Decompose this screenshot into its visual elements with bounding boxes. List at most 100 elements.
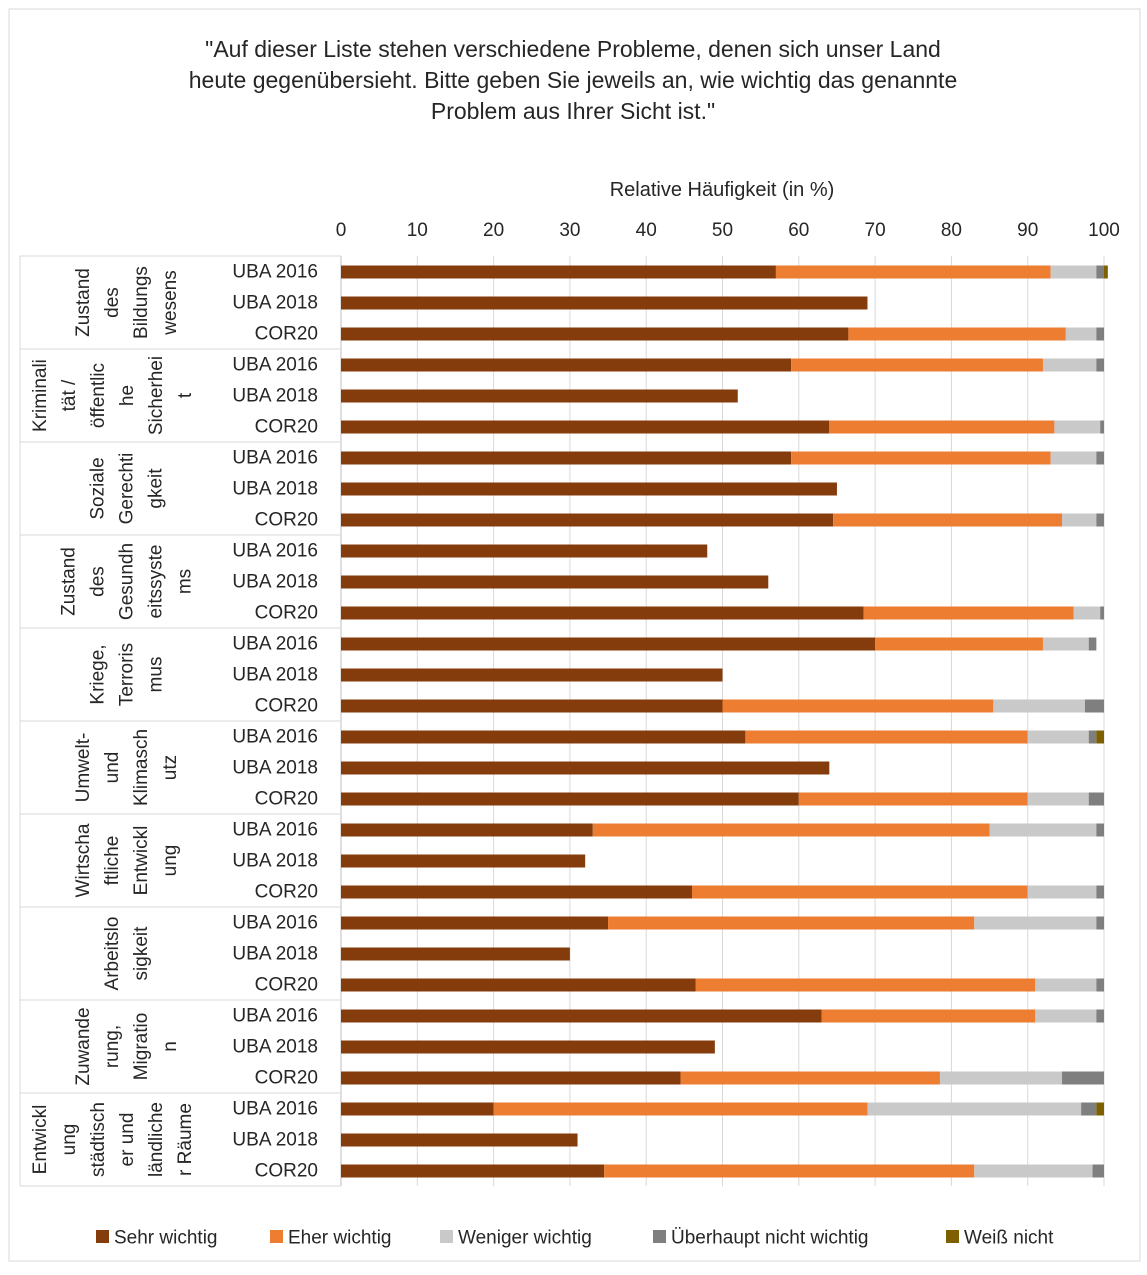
group-label-line: ung (160, 845, 181, 877)
bar-segment-überhaupt-nicht-wichtig (1062, 1071, 1104, 1085)
x-tick-label: 80 (941, 220, 962, 241)
bar-segment-sehr-wichtig (341, 885, 692, 899)
bar-segment-weniger-wichtig (1054, 420, 1101, 434)
bar-segment-eher-wichtig (791, 451, 1051, 465)
group-label-line: Entwickl (30, 1105, 51, 1175)
bar-segment-eher-wichtig (848, 327, 1066, 341)
group-label-line: ung (59, 1124, 80, 1156)
bar-segment-überhaupt-nicht-wichtig (1088, 730, 1097, 744)
group-label-line: Terroris (117, 643, 138, 706)
row-label: COR20 (255, 1161, 318, 1182)
bar-segment-sehr-wichtig (341, 1133, 578, 1147)
bar-segment-sehr-wichtig (341, 327, 849, 341)
row-label: COR20 (255, 882, 318, 903)
legend-label: Weniger wichtig (458, 1228, 592, 1249)
bar-segment-weniger-wichtig (1050, 451, 1097, 465)
group-label-line: t (175, 392, 196, 398)
bar-segment-weniger-wichtig (993, 699, 1085, 713)
bar-segment-sehr-wichtig (341, 451, 792, 465)
bar-segment-überhaupt-nicht-wichtig (1096, 823, 1104, 837)
x-tick-label: 10 (407, 220, 428, 241)
group-label-line: Kriminali (30, 359, 51, 432)
bar-segment-sehr-wichtig (341, 668, 723, 682)
bar-segment-überhaupt-nicht-wichtig (1096, 1009, 1104, 1023)
row-label: UBA 2018 (232, 572, 318, 593)
group-label-line: eitssyste (146, 545, 167, 619)
bar-segment-weniger-wichtig (974, 916, 1097, 930)
group-label-line: r Räume (175, 1103, 196, 1176)
bar-segment-weniger-wichtig (1062, 513, 1097, 527)
bar-segment-überhaupt-nicht-wichtig (1081, 1102, 1097, 1116)
row-label: UBA 2016 (232, 913, 318, 934)
group-label-line: er und (117, 1113, 138, 1167)
bar-segment-überhaupt-nicht-wichtig (1096, 513, 1104, 527)
group-label-line: mus (146, 657, 167, 693)
group-label-line: öffentlic (88, 363, 109, 428)
bar-segment-eher-wichtig (592, 823, 990, 837)
bar-segment-weniger-wichtig (1035, 1009, 1097, 1023)
group-label-line: rung, (102, 1025, 123, 1068)
bar-segment-eher-wichtig (608, 916, 975, 930)
row-label: UBA 2016 (232, 262, 318, 283)
group-label-line: Migratio (131, 1013, 152, 1081)
bar-segment-weniger-wichtig (974, 1164, 1093, 1178)
row-label: COR20 (255, 975, 318, 996)
bar-segment-weniger-wichtig (1073, 606, 1101, 620)
row-label: UBA 2018 (232, 386, 318, 407)
bar-segment-überhaupt-nicht-wichtig (1088, 792, 1104, 806)
bar-segment-sehr-wichtig (341, 575, 769, 589)
bar-segment-weniger-wichtig (1035, 978, 1097, 992)
row-label: UBA 2018 (232, 851, 318, 872)
group-label-line: Arbeitslo (102, 917, 123, 991)
x-tick-label: 60 (788, 220, 809, 241)
bar-segment-sehr-wichtig (341, 482, 837, 496)
bar-segment-eher-wichtig (821, 1009, 1036, 1023)
legend-label: Eher wichtig (288, 1228, 392, 1249)
row-label: UBA 2018 (232, 479, 318, 500)
x-tick-label: 100 (1088, 220, 1120, 241)
bar-segment-eher-wichtig (695, 978, 1036, 992)
bar-segment-weniger-wichtig (1042, 637, 1089, 651)
chart-title-line: Problem aus Ihrer Sicht ist." (431, 98, 715, 124)
bar-segment-sehr-wichtig (341, 1102, 494, 1116)
group-label-line: ftliche (102, 836, 123, 886)
group-label-line: gkeit (146, 468, 167, 509)
bar-segment-überhaupt-nicht-wichtig (1092, 1164, 1104, 1178)
row-label: UBA 2018 (232, 1130, 318, 1151)
group-label-line: utz (160, 755, 181, 780)
bar-segment-überhaupt-nicht-wichtig (1096, 451, 1104, 465)
bar-segment-eher-wichtig (775, 265, 1051, 279)
bar-segment-sehr-wichtig (341, 792, 799, 806)
row-label: COR20 (255, 510, 318, 531)
bar-segment-eher-wichtig (829, 420, 1055, 434)
row-label: UBA 2018 (232, 944, 318, 965)
bar-segment-überhaupt-nicht-wichtig (1096, 327, 1104, 341)
bar-segment-weniger-wichtig (1027, 792, 1089, 806)
bar-segment-eher-wichtig (680, 1071, 940, 1085)
bar-segment-sehr-wichtig (341, 513, 834, 527)
group-label-line: Soziale (88, 457, 109, 519)
legend-swatch (653, 1230, 666, 1243)
x-tick-label: 30 (559, 220, 580, 241)
group-label-line: sigkeit (131, 926, 152, 981)
bar-segment-sehr-wichtig (341, 420, 830, 434)
bar-segment-eher-wichtig (863, 606, 1074, 620)
bar-segment-sehr-wichtig (341, 730, 746, 744)
bar-segment-weniger-wichtig (1027, 730, 1089, 744)
bar-segment-sehr-wichtig (341, 1040, 715, 1054)
x-tick-label: 20 (483, 220, 504, 241)
group-label-line: Entwickl (131, 826, 152, 896)
group-label-line: Kriege, (88, 644, 109, 704)
group-label-line: ländliche (146, 1102, 167, 1177)
bar-segment-sehr-wichtig (341, 1071, 681, 1085)
bar-segment-eher-wichtig (833, 513, 1063, 527)
bar-segment-sehr-wichtig (341, 761, 830, 775)
group-label-line: Gesundh (117, 543, 138, 620)
bar-segment-weniger-wichtig (867, 1102, 1082, 1116)
legend-label: Sehr wichtig (114, 1228, 218, 1249)
bar-segment-sehr-wichtig (341, 265, 776, 279)
row-label: UBA 2016 (232, 1006, 318, 1027)
bar-segment-eher-wichtig (798, 792, 1028, 806)
row-label: UBA 2016 (232, 727, 318, 748)
bar-segment-überhaupt-nicht-wichtig (1096, 885, 1104, 899)
